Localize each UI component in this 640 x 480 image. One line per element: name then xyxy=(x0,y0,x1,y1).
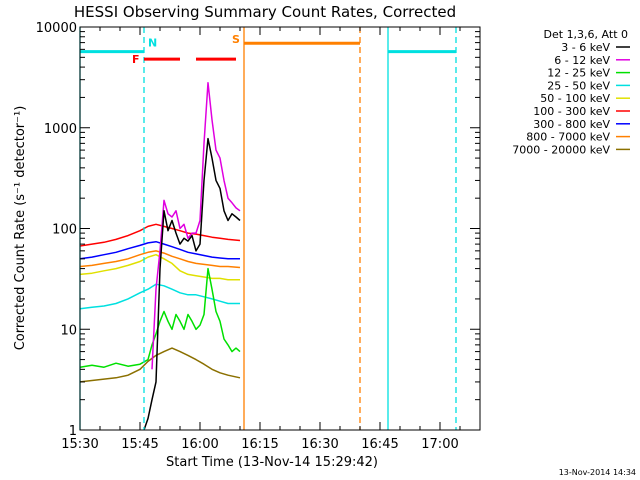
flag-label-0: N xyxy=(148,37,157,50)
series-line-1 xyxy=(151,81,241,370)
y-axis-label: Corrected Count Rate (s⁻¹ detector⁻¹) xyxy=(13,106,28,351)
series-line-7 xyxy=(79,250,241,269)
x-axis-label: Start Time (13-Nov-14 15:29:42) xyxy=(166,455,378,470)
y-tick-label-0: 1 xyxy=(69,424,77,439)
x-tick-label-6: 17:00 xyxy=(421,437,458,452)
flag-label-1: F xyxy=(132,53,140,66)
legend-label-7: 800 - 7000 keV xyxy=(526,131,610,144)
legend-label-1: 6 - 12 keV xyxy=(554,54,610,67)
x-tick-label-5: 16:45 xyxy=(361,437,398,452)
y-tick-label-1: 10 xyxy=(60,323,77,338)
series-line-4 xyxy=(79,253,240,281)
series-layer xyxy=(79,81,241,431)
legend-label-3: 25 - 50 keV xyxy=(547,79,610,92)
legend-label-2: 12 - 25 keV xyxy=(547,67,610,80)
legend-label-5: 100 - 300 keV xyxy=(533,105,610,118)
timestamp-label: 13-Nov-2014 14:34 xyxy=(559,468,636,477)
x-tick-label-3: 16:15 xyxy=(241,437,278,452)
flag-label-2: S xyxy=(232,33,240,46)
legend-label-0: 3 - 6 keV xyxy=(561,41,610,54)
y-tick-label-3: 1000 xyxy=(44,122,77,137)
y-tick-label-4: 10000 xyxy=(36,21,77,36)
series-line-6 xyxy=(79,240,240,260)
chart-title: HESSI Observing Summary Count Rates, Cor… xyxy=(74,3,456,21)
tick-layer: 15:30 15:45 16:00 16:15 16:30 16:45 17:00 1 10 10… xyxy=(36,21,481,452)
series-line-8 xyxy=(79,347,241,383)
y-tick-label-2: 100 xyxy=(52,223,77,238)
x-tick-label-1: 15:45 xyxy=(121,437,158,452)
legend-title: Det 1,3,6, Att 0 xyxy=(544,28,628,41)
legend-label-4: 50 - 100 keV xyxy=(540,92,610,105)
x-tick-label-2: 16:00 xyxy=(181,437,218,452)
x-tick-label-4: 16:30 xyxy=(301,437,338,452)
legend-label-8: 7000 - 20000 keV xyxy=(512,143,610,156)
legend-label-6: 300 - 800 keV xyxy=(533,118,610,131)
series-line-0 xyxy=(143,137,241,431)
x-tick-label-0: 15:30 xyxy=(61,437,98,452)
series-line-2 xyxy=(79,267,241,368)
